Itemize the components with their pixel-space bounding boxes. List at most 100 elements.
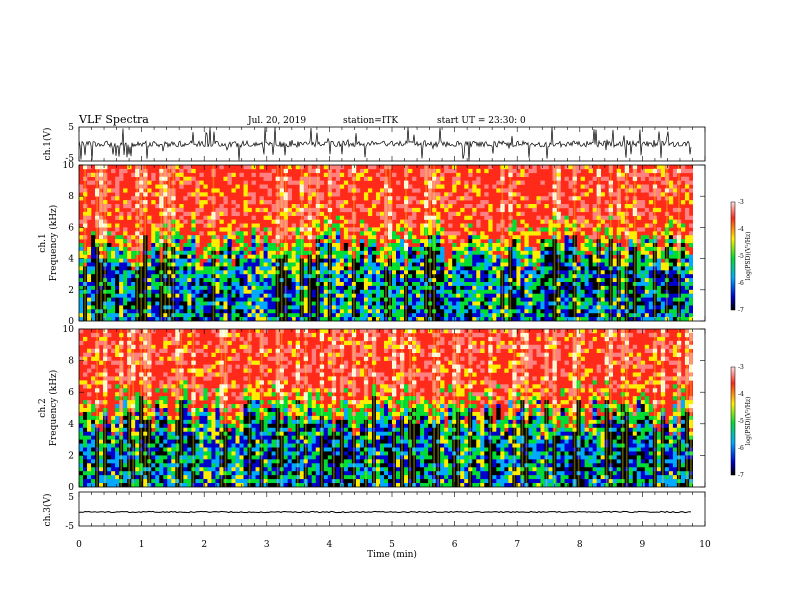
spectrogram-cell — [295, 235, 300, 240]
spectrogram-burst — [557, 165, 560, 321]
spectrogram-cell — [544, 301, 549, 306]
spectrogram-cell — [91, 231, 96, 236]
spectrogram-cell — [279, 200, 284, 205]
spectrogram-cell — [271, 246, 276, 252]
spectrogram-burst — [168, 165, 171, 321]
spectrogram-cell — [588, 313, 593, 318]
spectrogram-cell — [668, 188, 674, 193]
spectrogram-cell — [608, 231, 613, 236]
spectrogram-cell — [432, 239, 437, 244]
spectrogram-cell — [99, 301, 104, 306]
spectrogram-cell — [424, 204, 429, 209]
spectrogram-cell — [131, 431, 136, 436]
spectrogram-cell — [323, 235, 329, 240]
spectrogram-cell — [572, 180, 577, 185]
spectrogram-cell — [291, 289, 296, 294]
spectrogram-cell — [432, 168, 437, 174]
spectrogram-cell — [363, 266, 369, 271]
spectrogram-cell — [404, 219, 409, 224]
spectrogram-cell — [219, 262, 224, 267]
spectrogram-cell — [604, 278, 609, 283]
spectrogram-cell — [127, 215, 132, 220]
spectrogram-burst — [625, 165, 628, 321]
spectrogram-cell — [83, 204, 88, 209]
spectrogram-cell — [371, 270, 377, 275]
spectrogram-cell — [87, 207, 92, 213]
spectrogram-cell — [408, 254, 413, 259]
spectrogram-cell — [267, 250, 272, 255]
spectrogram-cell — [492, 313, 497, 318]
spectrogram-cell — [183, 278, 188, 283]
spectrogram-cell — [375, 250, 381, 255]
spectrogram-cell — [247, 297, 252, 302]
spectrogram-cell — [123, 289, 128, 294]
spectrogram-burst — [654, 165, 656, 321]
spectrogram-cell — [195, 180, 200, 185]
spectrogram-cell — [488, 270, 493, 275]
spectrogram-cell — [147, 419, 152, 425]
spectrogram-cell — [628, 274, 634, 279]
spectrogram-cell — [271, 243, 276, 248]
spectrogram-cell — [283, 305, 288, 310]
spectrogram-cell — [676, 278, 682, 283]
spectrogram-cell — [500, 301, 505, 306]
spectrogram-cell — [652, 254, 658, 259]
spectrogram-cell — [207, 262, 212, 267]
spectrogram-cell — [528, 246, 533, 252]
spectrogram-cell — [183, 219, 188, 224]
spectrogram-cell — [664, 254, 670, 259]
spectrogram-cell — [608, 285, 613, 291]
spectrogram-cell — [500, 204, 505, 209]
spectrogram-cell — [512, 200, 517, 205]
spectrogram-cell — [387, 227, 393, 232]
spectrogram-cell — [331, 180, 337, 185]
spectrogram-cell — [283, 282, 288, 287]
spectrogram-cell — [444, 309, 449, 314]
spectrogram-burst — [100, 165, 102, 321]
spectrogram-cell — [123, 297, 128, 302]
spectrogram-cell — [255, 239, 260, 244]
spectrogram-cell — [464, 305, 469, 310]
spectrogram-cell — [476, 204, 481, 209]
spectrogram-cell — [468, 188, 473, 193]
spectrogram-cell — [387, 196, 393, 201]
spectrogram-cell — [472, 285, 477, 291]
spectrogram-cell — [400, 278, 405, 283]
spectrogram-cell — [119, 266, 124, 271]
spectrogram-cell — [424, 309, 429, 314]
spectrogram-cell — [664, 274, 670, 279]
spectrogram-cell — [111, 376, 116, 381]
spectrogram-cell — [219, 278, 224, 283]
spectrogram-cell — [155, 254, 160, 259]
spectrogram-cell — [572, 289, 577, 294]
spectrogram-cell — [131, 172, 136, 177]
spectrogram-cell — [616, 305, 622, 310]
spectrogram-cell — [119, 305, 124, 310]
spectrogram-cell — [484, 184, 489, 189]
spectrogram-cell — [127, 285, 132, 291]
spectrogram-cell — [612, 274, 618, 279]
spectrogram-cell — [175, 282, 180, 287]
spectrogram-cell — [680, 285, 686, 291]
spectrogram-cell — [87, 419, 92, 425]
spectrogram-cell — [283, 258, 288, 263]
spectrogram-cell — [540, 297, 545, 302]
spectrogram-cell — [544, 297, 549, 302]
spectrogram-cell — [396, 250, 401, 255]
freq-tick-label-8: 8 — [68, 192, 74, 202]
spectrogram-cell — [235, 313, 240, 318]
spectrogram-cell — [552, 168, 557, 174]
spectrogram-cell — [532, 254, 537, 259]
spectrogram-cell — [476, 176, 481, 181]
spectrogram-cell — [648, 176, 654, 181]
spectrogram-cell — [347, 246, 353, 252]
spectrogram-cell — [311, 188, 317, 193]
spectrogram-cell — [632, 301, 638, 306]
spectrogram-cell — [87, 172, 92, 177]
spectrogram-cell — [307, 231, 313, 236]
spectrogram-cell — [436, 317, 441, 321]
spectrogram-cell — [343, 282, 349, 287]
spectrogram-cell — [676, 282, 682, 287]
spectrogram-cell — [211, 200, 216, 205]
spectrogram-cell — [600, 309, 605, 314]
